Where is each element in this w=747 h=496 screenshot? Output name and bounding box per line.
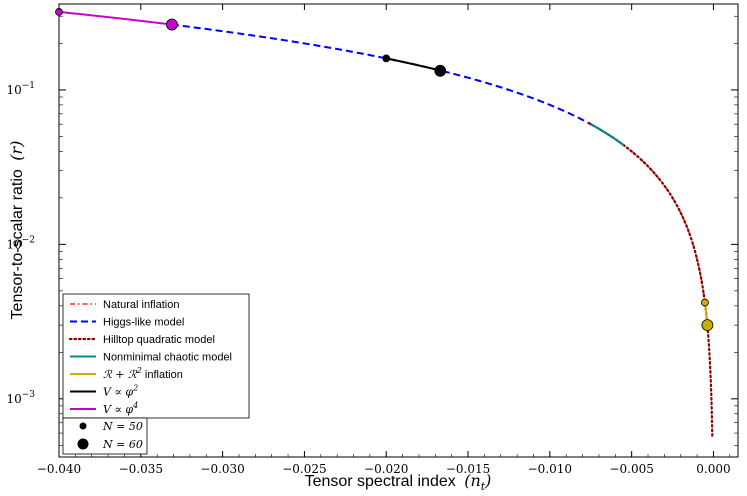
legend-items: Natural inflation Higgs-like model Hilltop… [68,299,232,451]
curves-layer [58,10,714,439]
x-axis-label: Tensor spectral index (nt) [305,471,492,493]
x-tick-label: −0.030 [200,462,244,476]
legend-label-hilltop-quadratic-model: Hilltop quadratic model [103,334,215,346]
legend-size-box [62,417,148,455]
point-v-n60 [434,64,447,77]
y-axis-label-symbol: (r) [7,141,26,161]
point-v-n50 [382,54,391,63]
y-tick-label: 10−1 [6,81,35,97]
legend-size-label-n60: N = 60 [102,438,143,451]
legend-size-label-n50: N = 50 [102,420,143,433]
x-tick-label: −0.025 [282,462,326,476]
legend-label-natural-inflation: Natural inflation [103,299,179,311]
x-tick-label: −0.010 [528,462,572,476]
point-r-r-inflation-n50 [701,298,709,307]
legend: Natural inflation Higgs-like model Hilltop… [62,293,250,455]
y-axis-label-text: Tensor-to-scalar ratio [9,169,26,319]
x-tick-label: −0.005 [609,462,653,476]
legend-size-marker-n50 [79,422,87,430]
legend-label-v: V ∝ φ2 [103,384,138,399]
x-axis-label-text: Tensor spectral index [305,473,456,490]
legend-label-v: V ∝ φ4 [103,401,138,416]
legend-size-marker-n60 [77,438,89,450]
x-axis-label-symbol-sub: t [481,480,486,493]
x-tick-label: −0.035 [119,462,163,476]
x-axis-label-symbol-close: ) [484,471,491,490]
x-axis-label-symbol: (n [464,471,481,490]
point-r-r-inflation-n60 [701,319,714,332]
point-v-n60 [165,18,178,31]
y-axis-label: Tensor-to-scalar ratio (r) [7,141,26,320]
series-line-hilltop-quadratic-model [588,122,714,439]
y-axis-ticks: 10−1 10−2 10−3 [6,15,738,446]
y-tick-label: 10−2 [6,235,35,251]
x-axis-ticks: −0.040 −0.035 −0.030 −0.025 −0.020 −0.015 −0.0… [37,4,731,476]
x-tick-label: 0.000 [696,462,730,476]
x-tick-label: −0.015 [446,462,490,476]
legend-label-nonminimal-chaotic-model: Nonminimal chaotic model [103,352,232,364]
legend-label-r-r-inflation: ℛ + ℛ2 inflation [103,366,183,381]
series-line-nonminimal-chaotic-model [590,123,625,146]
x-tick-label: −0.040 [37,462,81,476]
markers-layer [55,7,714,332]
y-tick-label: 10−3 [6,390,35,406]
x-tick-label: −0.020 [364,462,408,476]
legend-label-higgs-like-model: Higgs-like model [103,317,184,329]
